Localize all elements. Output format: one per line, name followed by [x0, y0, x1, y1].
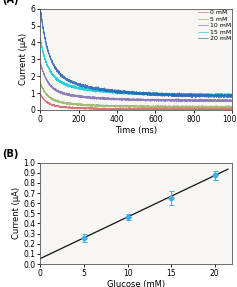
Text: (A): (A): [2, 0, 18, 5]
0 mM: [112, 108, 115, 112]
0 mM: [112, 107, 115, 110]
10 mM: [164, 98, 167, 102]
Y-axis label: Current (μA): Current (μA): [12, 187, 21, 239]
0 mM: [39, 92, 42, 96]
0 mM: [197, 108, 200, 111]
10 mM: [154, 99, 157, 102]
15 mM: [197, 93, 200, 96]
5 mM: [182, 105, 185, 108]
20 mM: [39, 7, 42, 10]
5 mM: [197, 105, 200, 108]
5 mM: [39, 81, 42, 84]
10 mM: [74, 94, 77, 97]
0 mM: [154, 107, 157, 110]
5 mM: [112, 104, 115, 107]
20 mM: [231, 96, 234, 100]
10 mM: [39, 61, 42, 65]
X-axis label: Time (ms): Time (ms): [115, 126, 157, 135]
Line: 5 mM: 5 mM: [40, 82, 232, 108]
0 mM: [182, 107, 185, 110]
10 mM: [197, 98, 200, 102]
0 mM: [74, 106, 77, 110]
5 mM: [216, 106, 219, 110]
15 mM: [112, 90, 115, 94]
10 mM: [222, 100, 225, 104]
10 mM: [182, 98, 185, 102]
5 mM: [231, 105, 234, 109]
20 mM: [197, 95, 200, 98]
Y-axis label: Current (μA): Current (μA): [19, 33, 28, 85]
10 mM: [39, 61, 42, 64]
Text: (B): (B): [2, 149, 18, 159]
0 mM: [231, 108, 234, 111]
15 mM: [164, 93, 167, 96]
20 mM: [164, 93, 167, 96]
Line: 0 mM: 0 mM: [40, 94, 232, 110]
15 mM: [39, 36, 42, 40]
10 mM: [112, 98, 115, 101]
20 mM: [154, 92, 157, 96]
5 mM: [39, 81, 42, 85]
20 mM: [112, 90, 115, 94]
15 mM: [231, 94, 234, 97]
5 mM: [74, 103, 77, 106]
15 mM: [182, 92, 185, 96]
Legend: 0 mM, 5 mM, 10 mM, 15 mM, 20 mM: 0 mM, 5 mM, 10 mM, 15 mM, 20 mM: [198, 9, 232, 42]
15 mM: [154, 92, 157, 96]
15 mM: [217, 95, 220, 98]
20 mM: [231, 94, 234, 97]
5 mM: [154, 105, 157, 109]
20 mM: [74, 83, 77, 86]
Line: 15 mM: 15 mM: [40, 38, 232, 96]
20 mM: [182, 94, 185, 98]
0 mM: [164, 107, 167, 110]
Line: 20 mM: 20 mM: [40, 7, 232, 98]
X-axis label: Glucose (mM): Glucose (mM): [107, 280, 165, 287]
5 mM: [164, 106, 167, 109]
15 mM: [74, 86, 77, 89]
20 mM: [39, 6, 42, 9]
Line: 10 mM: 10 mM: [40, 63, 232, 102]
0 mM: [39, 92, 42, 96]
10 mM: [231, 98, 234, 102]
